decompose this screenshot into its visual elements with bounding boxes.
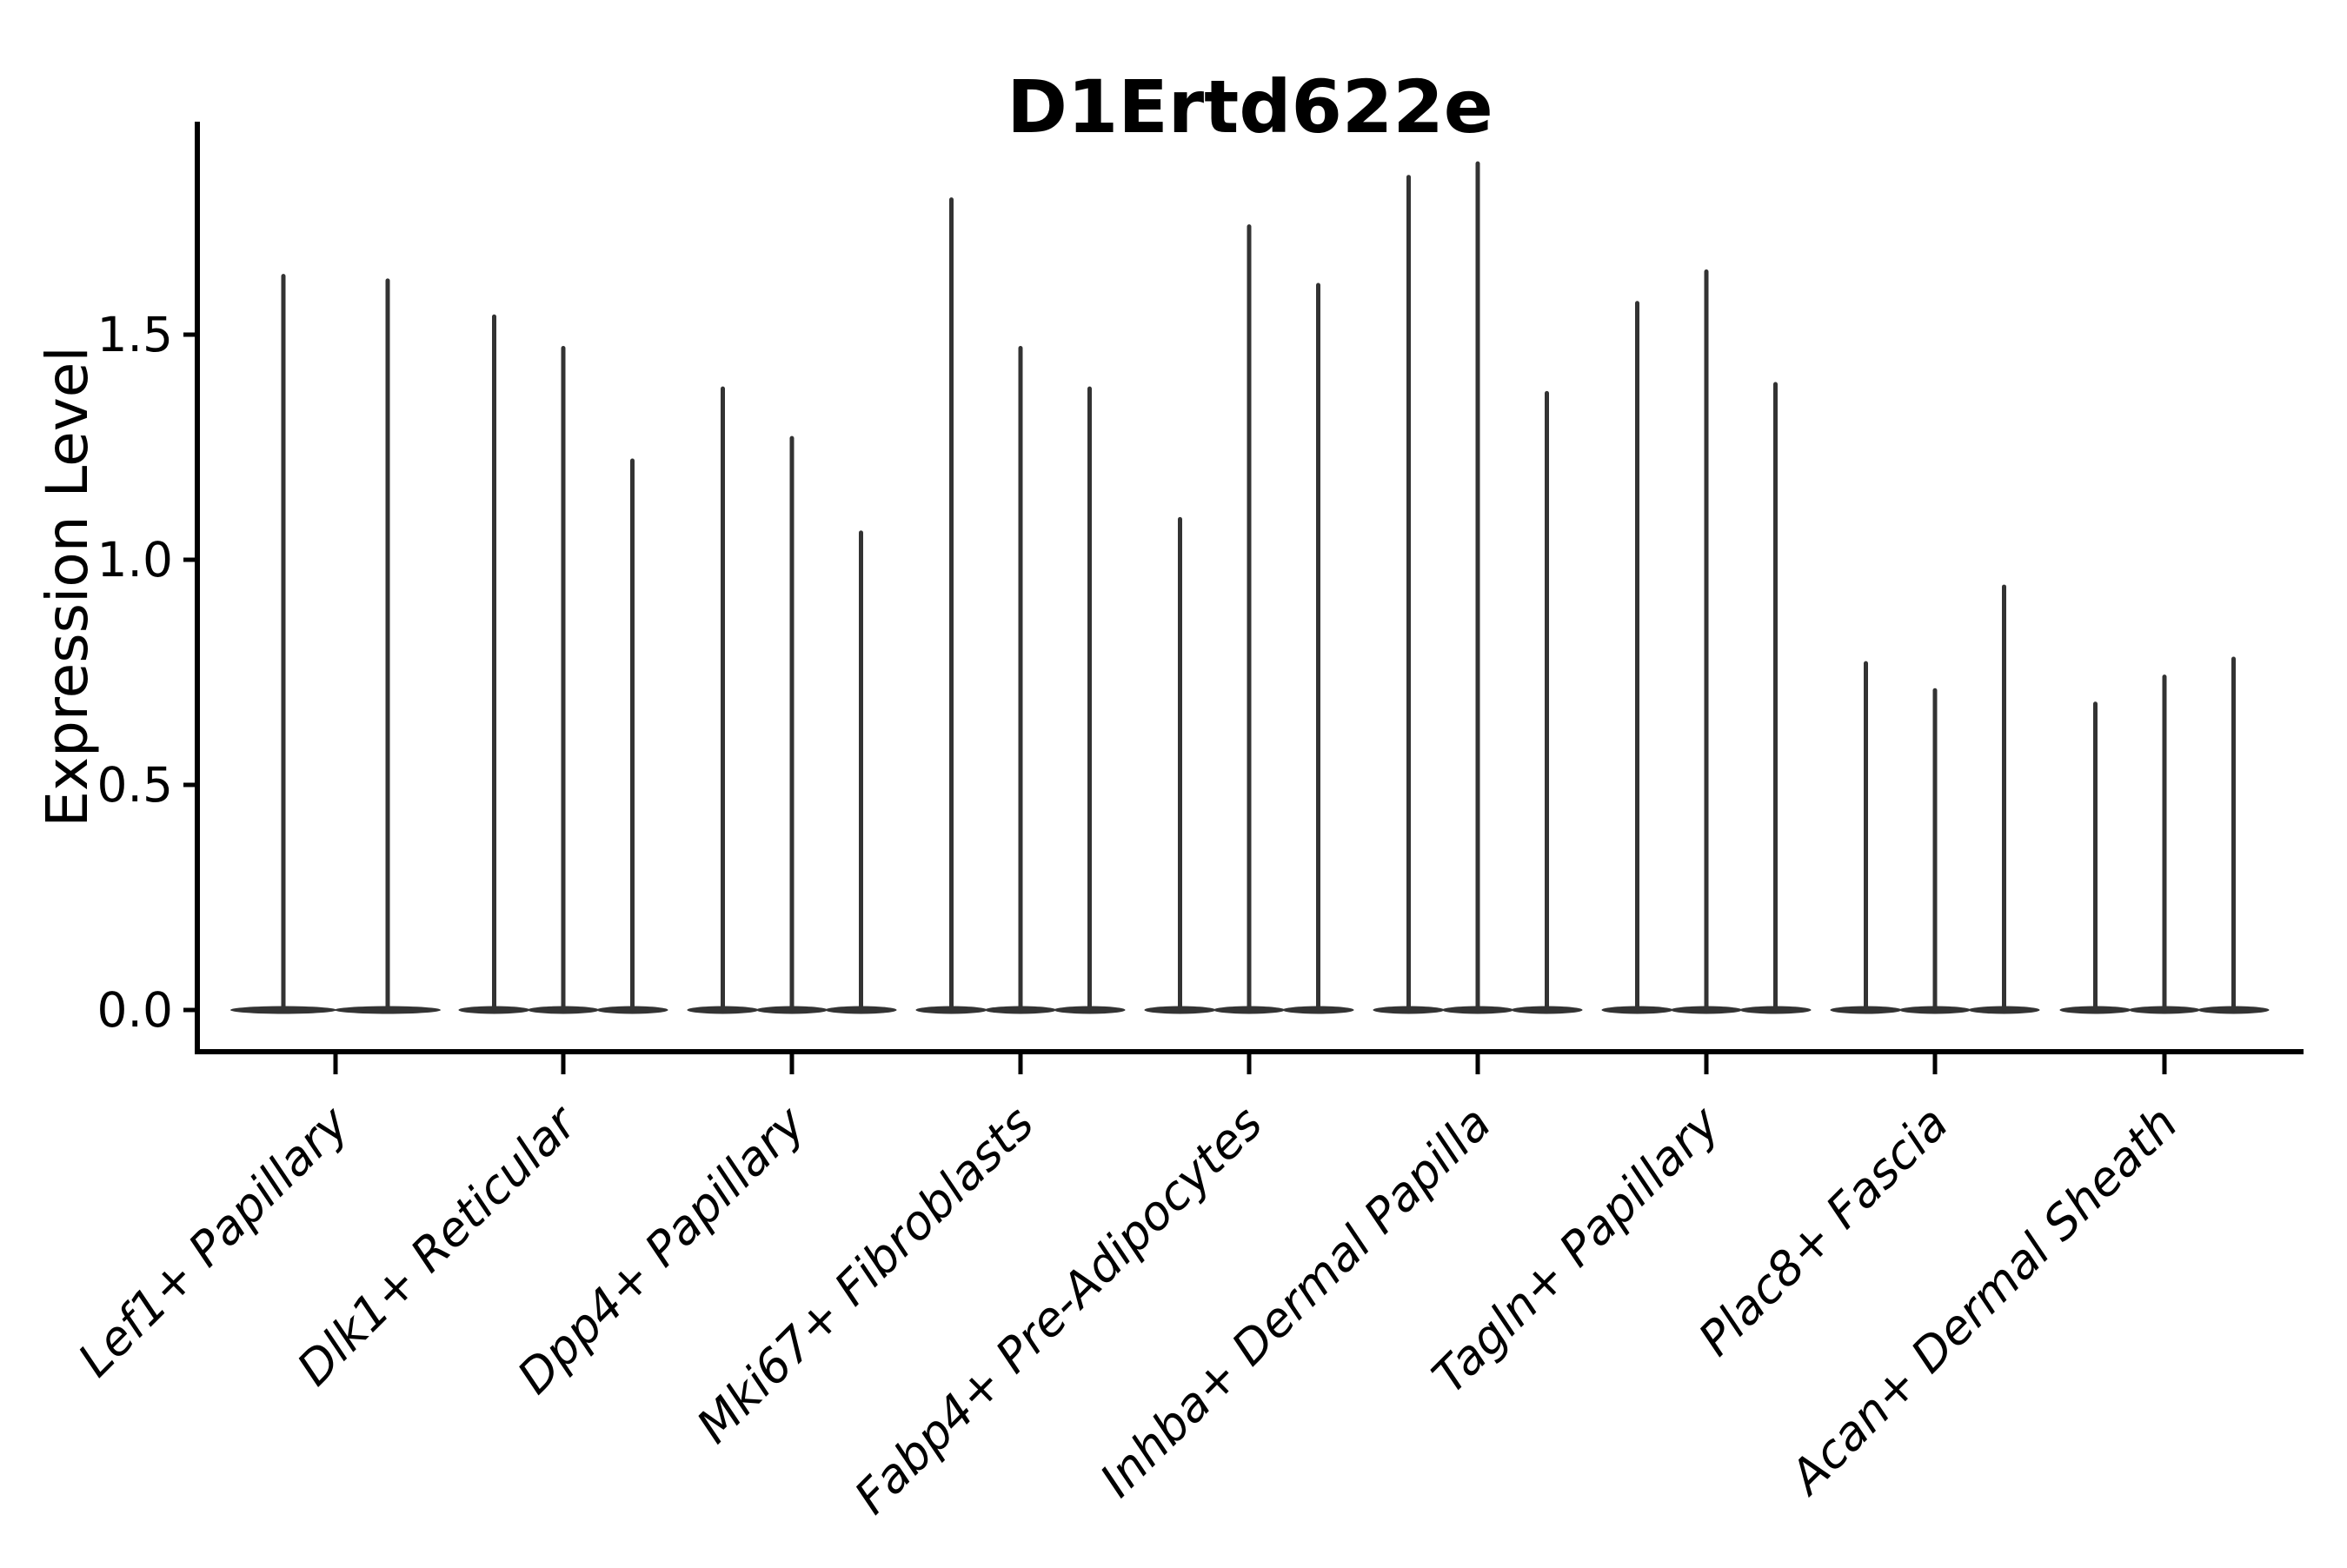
violin-group: [458, 314, 668, 1014]
x-tick-label: Acan+ Dermal Sheath: [1778, 1096, 2188, 1506]
y-tick-label: 0.5: [97, 757, 173, 813]
y-tick-label: 1.5: [97, 307, 173, 362]
violin-group: [1830, 584, 2040, 1014]
violins-layer: [230, 161, 2270, 1014]
y-axis-label: Expression Level: [34, 346, 101, 827]
violin-group: [1601, 269, 1812, 1014]
y-axis-ticks: 0.0 0.5 1.0 1.5: [97, 307, 197, 1038]
violin-group: [1373, 161, 1583, 1014]
x-tick-label: Plac8+ Fascia: [1688, 1096, 1958, 1366]
chart-title: D1Ertd622e: [1007, 64, 1493, 149]
violin-group: [2059, 656, 2270, 1014]
violin-group: [687, 386, 897, 1014]
x-tick-label: Fabp4+ Pre-Adipocytes: [844, 1096, 1273, 1525]
violin-group: [915, 197, 1126, 1014]
y-tick-label: 1.0: [97, 532, 173, 588]
violin-group: [230, 274, 441, 1014]
y-tick-label: 0.0: [97, 982, 173, 1038]
x-tick-label: Inhba+ Dermal Papilla: [1089, 1096, 1501, 1508]
violin-group: [1144, 224, 1354, 1014]
